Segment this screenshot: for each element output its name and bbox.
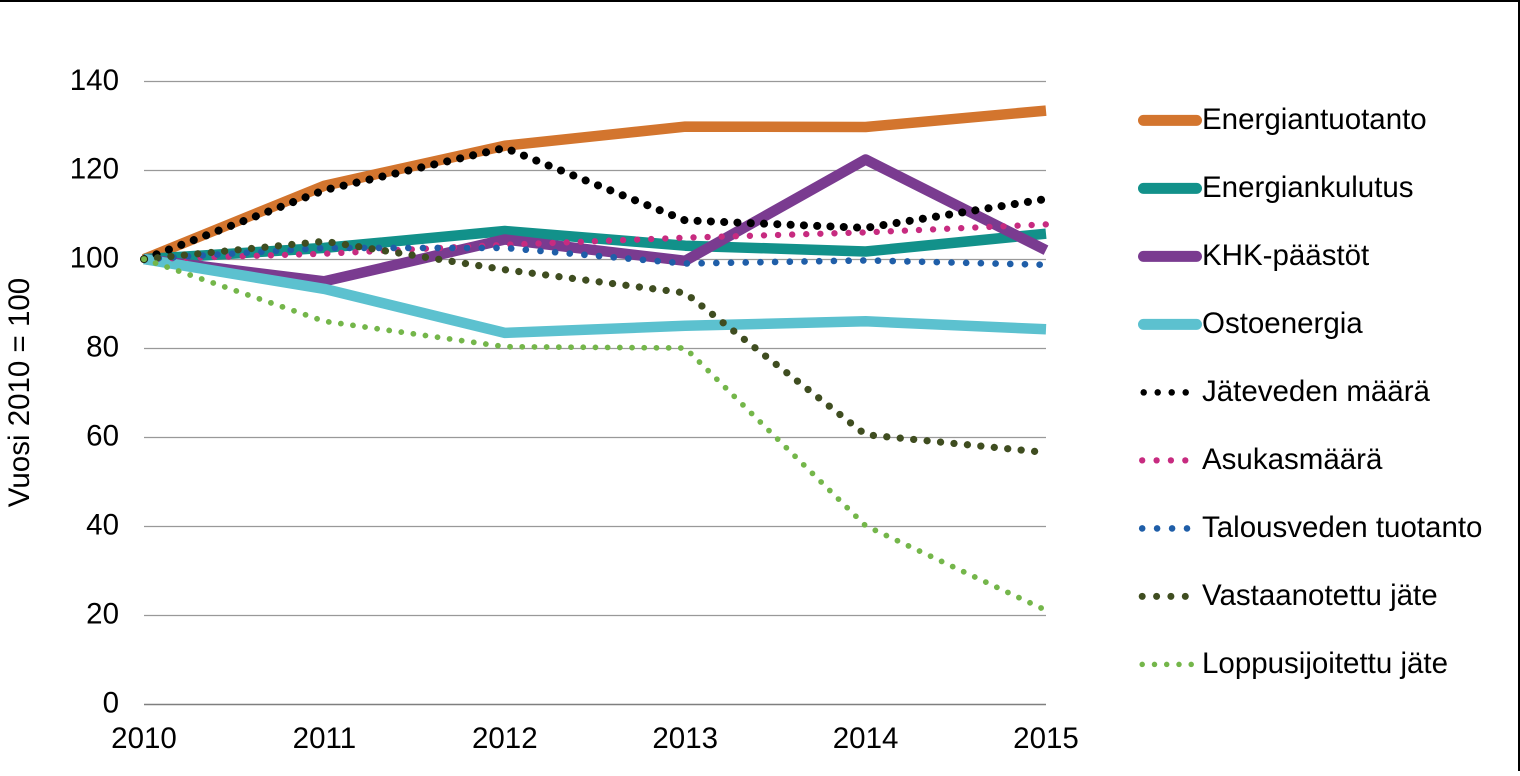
svg-text:Talousveden tuotanto: Talousveden tuotanto bbox=[1202, 511, 1482, 544]
svg-text:120: 120 bbox=[70, 153, 119, 186]
svg-text:2014: 2014 bbox=[833, 722, 899, 755]
svg-text:Jäteveden määrä: Jäteveden määrä bbox=[1202, 375, 1431, 408]
svg-text:Asukasmäärä: Asukasmäärä bbox=[1202, 443, 1383, 476]
svg-text:80: 80 bbox=[86, 331, 119, 364]
svg-text:Loppusijoitettu jäte: Loppusijoitettu jäte bbox=[1202, 647, 1448, 680]
svg-text:2012: 2012 bbox=[472, 722, 538, 755]
svg-text:0: 0 bbox=[103, 686, 119, 719]
svg-text:2011: 2011 bbox=[293, 722, 356, 755]
svg-text:Vastaanotettu jäte: Vastaanotettu jäte bbox=[1202, 579, 1438, 612]
svg-text:Energiankulutus: Energiankulutus bbox=[1202, 171, 1414, 204]
svg-text:40: 40 bbox=[86, 508, 119, 541]
svg-text:2015: 2015 bbox=[1013, 722, 1079, 755]
svg-text:20: 20 bbox=[86, 597, 119, 630]
svg-text:100: 100 bbox=[70, 242, 119, 275]
svg-text:60: 60 bbox=[86, 420, 119, 453]
svg-text:2010: 2010 bbox=[111, 722, 177, 755]
svg-text:Ostoenergia: Ostoenergia bbox=[1202, 307, 1363, 340]
svg-text:140: 140 bbox=[70, 64, 119, 97]
svg-text:Energiantuotanto: Energiantuotanto bbox=[1202, 103, 1427, 136]
svg-text:KHK-päästöt: KHK-päästöt bbox=[1202, 239, 1369, 272]
svg-text:2013: 2013 bbox=[652, 722, 718, 755]
svg-text:Vuosi 2010 = 100: Vuosi 2010 = 100 bbox=[3, 278, 36, 507]
